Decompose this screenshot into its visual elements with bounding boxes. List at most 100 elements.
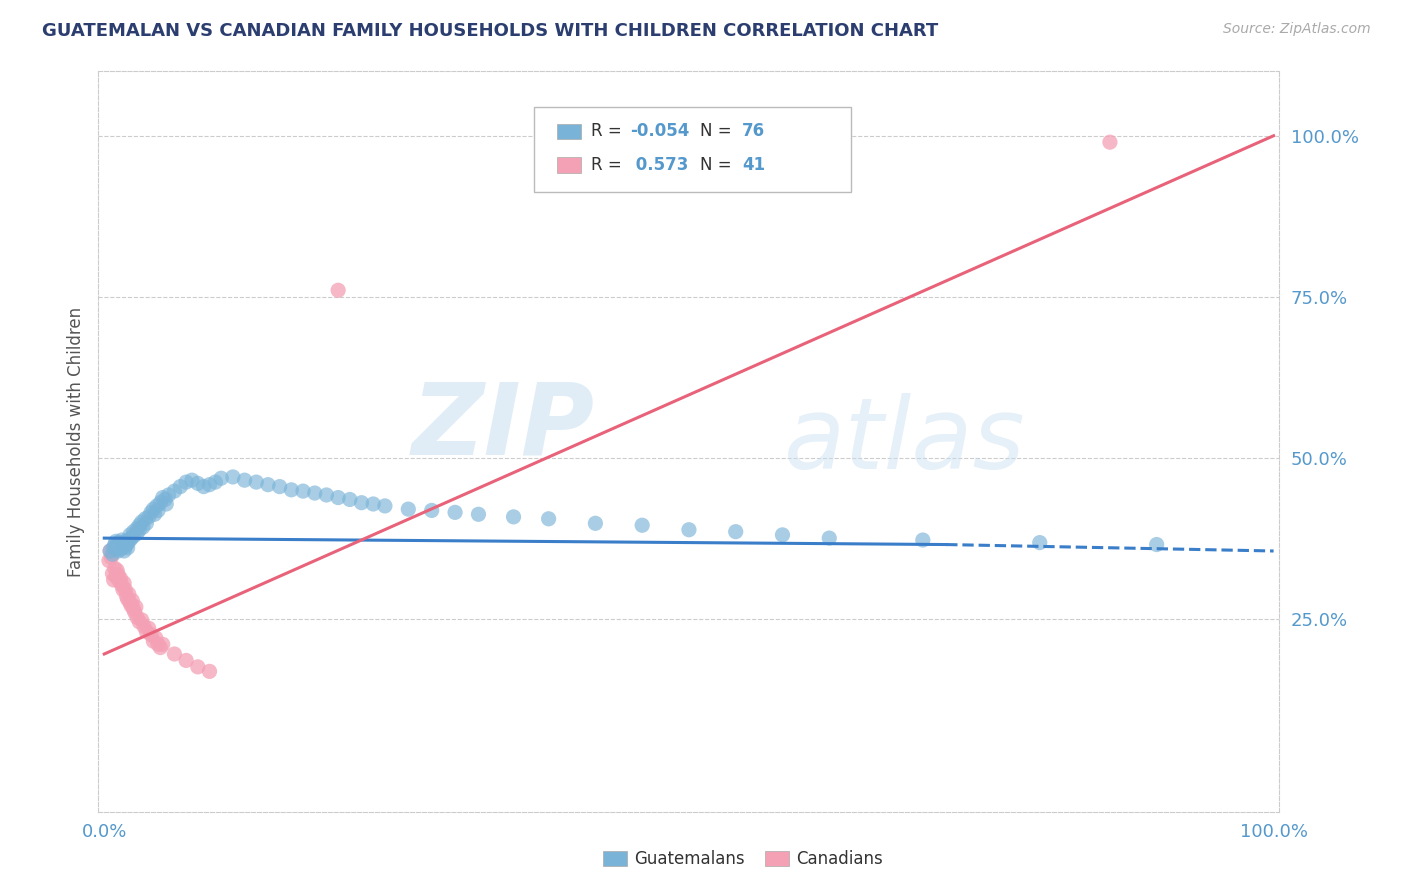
Point xyxy=(138,621,160,635)
Text: -0.054: -0.054 xyxy=(630,122,689,140)
Point xyxy=(108,574,131,589)
Point xyxy=(155,497,177,511)
Point xyxy=(142,502,165,516)
Point xyxy=(326,283,349,297)
Point xyxy=(128,518,150,533)
Point xyxy=(280,483,302,497)
Point xyxy=(1029,535,1052,549)
Point xyxy=(198,665,221,679)
Text: Canadians: Canadians xyxy=(796,849,883,868)
Point xyxy=(209,471,232,485)
Point xyxy=(163,647,186,661)
Point xyxy=(124,605,146,619)
Point xyxy=(304,486,326,500)
Point xyxy=(118,595,141,609)
Point xyxy=(108,541,131,555)
Point xyxy=(121,593,143,607)
Point xyxy=(233,473,256,487)
Point xyxy=(245,475,267,489)
Point xyxy=(169,480,191,494)
Point xyxy=(204,475,226,489)
Point xyxy=(104,561,127,575)
Point xyxy=(132,520,155,534)
Text: GUATEMALAN VS CANADIAN FAMILY HOUSEHOLDS WITH CHILDREN CORRELATION CHART: GUATEMALAN VS CANADIAN FAMILY HOUSEHOLDS… xyxy=(42,22,938,40)
Point xyxy=(120,599,142,613)
Point xyxy=(107,535,129,549)
Point xyxy=(911,533,934,547)
Point xyxy=(138,509,160,524)
Point xyxy=(374,499,396,513)
Point xyxy=(115,537,138,551)
Text: 76: 76 xyxy=(742,122,765,140)
Point xyxy=(131,613,153,627)
Text: 41: 41 xyxy=(742,156,765,174)
Point xyxy=(115,589,138,603)
Point xyxy=(146,503,169,517)
Point xyxy=(98,544,121,558)
Point xyxy=(114,582,136,597)
Point xyxy=(100,550,122,565)
Point xyxy=(724,524,747,539)
Point xyxy=(111,535,134,549)
Point xyxy=(339,492,361,507)
Point xyxy=(193,480,215,494)
Point xyxy=(350,496,373,510)
Point xyxy=(101,547,124,561)
Point xyxy=(146,499,169,513)
Point xyxy=(583,516,606,531)
Point xyxy=(110,542,132,557)
Point xyxy=(135,624,157,639)
Point xyxy=(104,534,127,549)
Point xyxy=(152,491,174,505)
Point xyxy=(420,503,443,517)
Point xyxy=(187,476,209,491)
Point xyxy=(104,537,127,551)
Point xyxy=(143,508,166,522)
Point xyxy=(118,528,141,542)
Text: N =: N = xyxy=(700,122,737,140)
Point xyxy=(174,475,197,489)
Point xyxy=(122,529,145,543)
Point xyxy=(103,573,125,587)
Point xyxy=(269,480,291,494)
Point xyxy=(110,572,132,586)
Point xyxy=(134,512,156,526)
Point xyxy=(153,492,176,507)
Point xyxy=(98,544,121,558)
Point xyxy=(114,540,136,554)
Point xyxy=(103,541,125,555)
Point xyxy=(396,502,419,516)
Point xyxy=(107,567,129,582)
Point xyxy=(131,515,153,529)
Point xyxy=(101,566,124,581)
Text: ZIP: ZIP xyxy=(412,378,595,475)
Point xyxy=(1098,135,1121,149)
Point xyxy=(198,477,221,491)
Point xyxy=(181,473,204,487)
Point xyxy=(128,615,150,629)
Point xyxy=(222,470,245,484)
Point xyxy=(125,521,148,535)
Point xyxy=(107,544,129,558)
Point xyxy=(112,576,135,591)
Point xyxy=(157,488,180,502)
Text: Source: ZipAtlas.com: Source: ZipAtlas.com xyxy=(1223,22,1371,37)
Text: R =: R = xyxy=(591,156,627,174)
Point xyxy=(132,619,155,633)
Point xyxy=(114,534,136,549)
Point xyxy=(315,488,337,502)
Text: N =: N = xyxy=(700,156,737,174)
Y-axis label: Family Households with Children: Family Households with Children xyxy=(66,307,84,576)
Point xyxy=(818,531,841,545)
Point xyxy=(120,531,142,545)
Point xyxy=(122,602,145,616)
Point xyxy=(326,491,349,505)
Point xyxy=(149,496,172,510)
Point xyxy=(292,484,315,499)
Text: R =: R = xyxy=(591,122,627,140)
Point xyxy=(146,637,169,651)
Point xyxy=(117,592,139,607)
Point xyxy=(149,640,172,655)
Point xyxy=(467,508,489,522)
Point xyxy=(444,505,467,519)
